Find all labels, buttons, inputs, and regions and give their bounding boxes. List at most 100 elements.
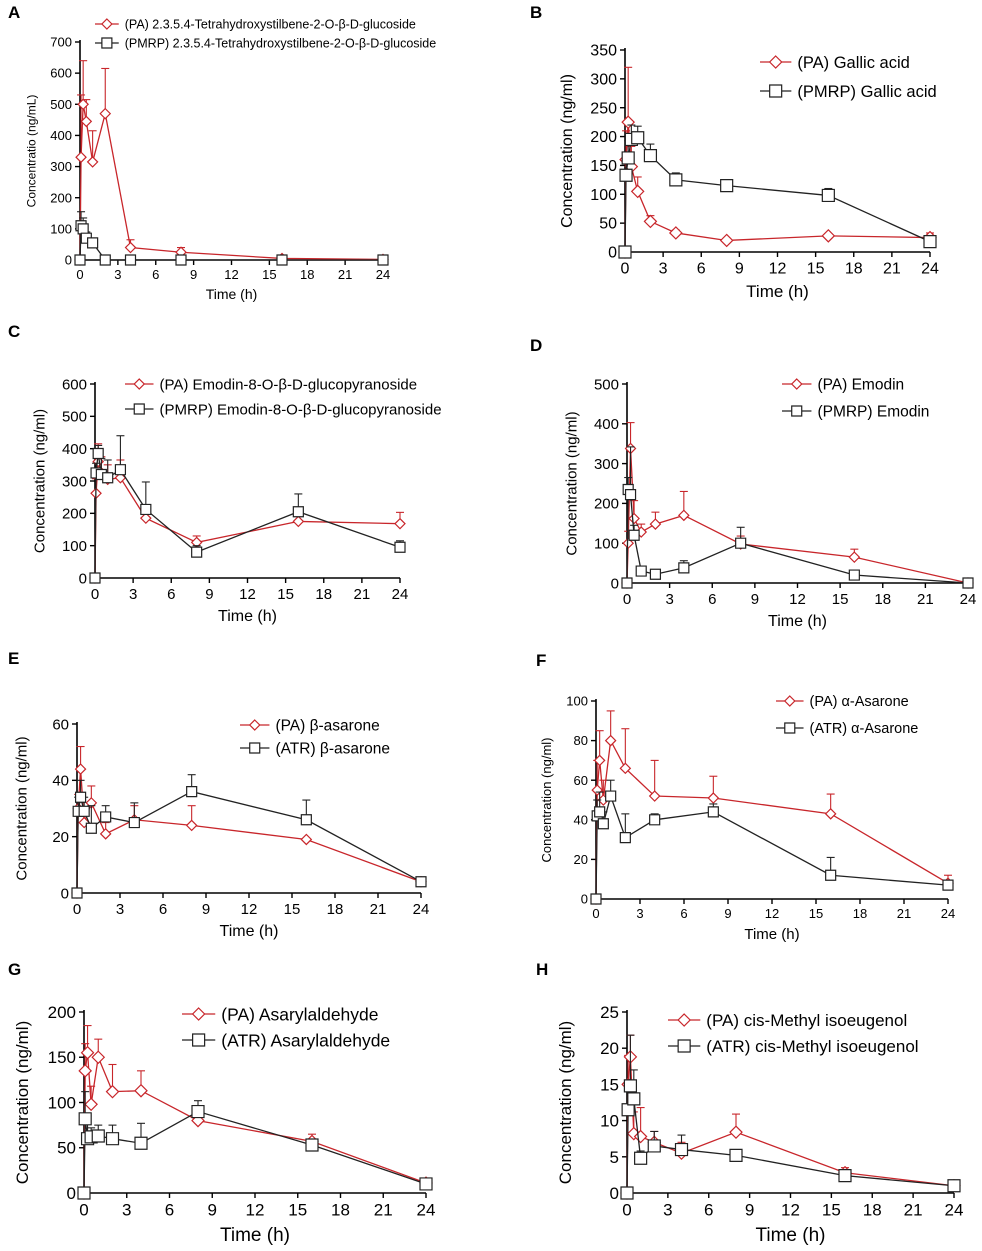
data-point — [89, 572, 101, 584]
x-tick-label: 12 — [769, 261, 787, 278]
series-line — [626, 1056, 955, 1194]
data-point — [594, 806, 606, 818]
y-axis-label: Concentration (ng/ml) — [539, 738, 554, 863]
y-tick-label: 100 — [590, 187, 617, 204]
x-tick-label: 15 — [262, 267, 276, 282]
data-point — [87, 237, 99, 249]
y-tick-label: 0 — [611, 575, 619, 592]
series-comparator — [77, 1091, 433, 1200]
data-point — [620, 1186, 634, 1200]
y-tick-label: 5 — [610, 1148, 619, 1167]
legend-marker — [192, 1033, 206, 1047]
data-point — [105, 1084, 120, 1099]
panel-letter: E — [8, 649, 19, 668]
data-point — [78, 805, 90, 817]
data-point — [114, 464, 127, 476]
legend-marker — [768, 55, 783, 69]
data-point — [947, 1179, 961, 1193]
y-tick-label: 250 — [590, 100, 617, 117]
y-tick-label: 40 — [52, 773, 69, 790]
y-axis-label: Concentration (ng/ml) — [32, 409, 49, 553]
data-point — [124, 241, 137, 254]
y-tick-label: 50 — [599, 216, 617, 233]
data-point — [707, 806, 719, 818]
series-comparator — [620, 1034, 961, 1200]
y-tick-label: 700 — [50, 35, 72, 50]
data-point — [604, 734, 617, 747]
y-tick-label: 0 — [67, 1184, 76, 1203]
x-tick-label: 21 — [883, 261, 901, 278]
data-point — [419, 1177, 433, 1191]
x-tick-label: 0 — [76, 267, 83, 282]
y-tick-label: 100 — [50, 221, 72, 236]
y-tick-label: 0 — [610, 1184, 619, 1203]
legend-label: (PA) α-Asarone — [810, 694, 909, 710]
x-tick-label: 12 — [789, 591, 806, 608]
legend-label: (PA) Asarylaldehyde — [221, 1004, 378, 1024]
legend-label: (ATR) α-Asarone — [810, 721, 919, 737]
panel-letter: G — [8, 960, 21, 979]
data-point — [729, 1125, 743, 1140]
data-point — [191, 1104, 205, 1119]
x-tick-label: 15 — [832, 591, 849, 608]
data-point — [593, 754, 606, 767]
y-tick-label: 150 — [590, 158, 617, 175]
series-line — [76, 790, 422, 894]
data-point — [848, 569, 860, 581]
legend-marker — [133, 378, 146, 390]
x-tick-label: 3 — [129, 586, 137, 603]
data-point — [86, 156, 99, 168]
data-point — [677, 509, 690, 522]
y-tick-label: 200 — [50, 190, 72, 205]
data-point — [99, 828, 112, 840]
data-point — [71, 887, 83, 899]
data-point — [628, 512, 640, 525]
legend-marker — [677, 1013, 691, 1027]
y-tick-label: 40 — [574, 812, 588, 827]
legend-label: (ATR) Asarylaldehyde — [221, 1030, 390, 1050]
panel-letter: C — [8, 322, 20, 341]
legend-label: (PMRP) Emodin — [817, 404, 929, 421]
data-point — [643, 214, 658, 229]
data-point — [74, 254, 86, 266]
legend-entry: (PMRP) Gallic acid — [760, 83, 937, 101]
x-tick-label: 0 — [622, 1200, 631, 1219]
y-tick-label: 0 — [65, 253, 72, 268]
legend-entry: (ATR) β-asarone — [240, 741, 390, 758]
data-point — [821, 188, 835, 203]
legend-label: (PA) Gallic acid — [797, 54, 909, 72]
data-point — [648, 790, 661, 802]
x-tick-label: 21 — [374, 1200, 393, 1219]
legend-entry: (PA) Emodin-8-O-β-D-glucopyranoside — [125, 376, 417, 393]
x-tick-label: 0 — [79, 1200, 88, 1219]
x-tick-label: 6 — [704, 1200, 713, 1219]
y-tick-label: 300 — [50, 159, 72, 174]
x-tick-label: 6 — [697, 261, 706, 278]
data-point — [623, 1079, 638, 1093]
legend-label: (ATR) cis-Methyl isoeugenol — [706, 1037, 918, 1056]
x-tick-label: 3 — [636, 906, 643, 921]
y-tick-label: 500 — [50, 97, 72, 112]
legend-entry: (PMRP) 2.3.5.4-Tetrahydroxystilbene-2-O-… — [95, 37, 436, 51]
legend-marker — [101, 37, 113, 49]
y-tick-label: 300 — [62, 473, 87, 490]
legend-label: (PA) cis-Methyl isoeugenol — [706, 1011, 907, 1030]
data-point — [191, 546, 203, 558]
series-line — [83, 1110, 427, 1194]
y-tick-label: 0 — [608, 245, 617, 262]
y-tick-label: 400 — [594, 416, 619, 433]
series-comparator — [89, 435, 406, 584]
y-axis-label: Concentration (ng/ml) — [13, 1021, 32, 1184]
series-line — [626, 1085, 955, 1194]
legend-entry: (ATR) Asarylaldehyde — [182, 1030, 390, 1050]
legend-marker — [783, 695, 796, 707]
data-point — [669, 173, 683, 187]
data-point — [729, 1148, 743, 1162]
series-comparator — [74, 211, 389, 266]
x-tick-label: 24 — [413, 901, 430, 918]
x-axis-label: Time (h) — [206, 286, 258, 302]
data-point — [185, 819, 198, 832]
